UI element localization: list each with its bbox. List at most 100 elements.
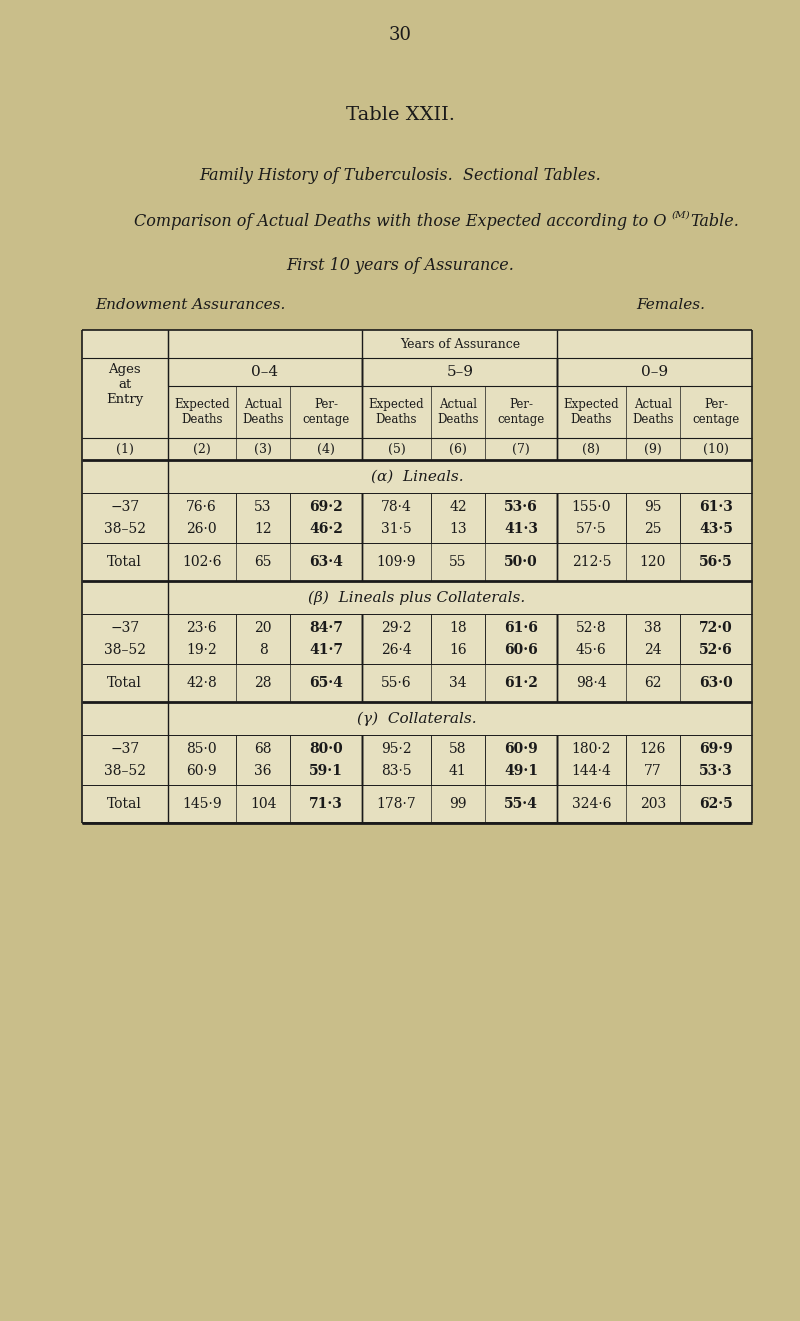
Text: 68: 68 <box>254 742 272 756</box>
Text: Total: Total <box>107 555 142 569</box>
Text: 38–52: 38–52 <box>104 643 146 657</box>
Text: 63·0: 63·0 <box>699 676 733 690</box>
Text: (7): (7) <box>512 443 530 456</box>
Text: Expected
Deaths: Expected Deaths <box>369 398 424 425</box>
Text: 78·4: 78·4 <box>381 501 412 514</box>
Text: 42: 42 <box>449 501 466 514</box>
Bar <box>82 330 752 823</box>
Text: 31·5: 31·5 <box>381 522 412 536</box>
Text: Per-
centage: Per- centage <box>302 398 350 425</box>
Text: 34: 34 <box>449 676 466 690</box>
Text: 324·6: 324·6 <box>572 797 611 811</box>
Text: 99: 99 <box>449 797 466 811</box>
Text: 80·0: 80·0 <box>310 742 343 756</box>
Text: 53·3: 53·3 <box>699 764 733 778</box>
Text: 69·9: 69·9 <box>699 742 733 756</box>
Text: 69·2: 69·2 <box>310 501 343 514</box>
Text: 49·1: 49·1 <box>504 764 538 778</box>
Text: 109·9: 109·9 <box>377 555 416 569</box>
Text: 25: 25 <box>644 522 662 536</box>
Text: 13: 13 <box>449 522 466 536</box>
Text: 19·2: 19·2 <box>186 643 217 657</box>
Text: 180·2: 180·2 <box>572 742 611 756</box>
Text: Expected
Deaths: Expected Deaths <box>563 398 619 425</box>
Text: 85·0: 85·0 <box>186 742 217 756</box>
Text: 60·9: 60·9 <box>186 764 217 778</box>
Text: (γ)  Collaterals.: (γ) Collaterals. <box>357 711 477 725</box>
Text: 104: 104 <box>250 797 276 811</box>
Text: (2): (2) <box>193 443 210 456</box>
Text: Actual
Deaths: Actual Deaths <box>632 398 674 425</box>
Text: Per-
centage: Per- centage <box>692 398 739 425</box>
Text: 60·9: 60·9 <box>504 742 538 756</box>
Text: −37: −37 <box>110 742 139 756</box>
Text: 62·5: 62·5 <box>699 797 733 811</box>
Text: 55: 55 <box>449 555 466 569</box>
Text: 55·6: 55·6 <box>382 676 412 690</box>
Text: 41: 41 <box>449 764 466 778</box>
Text: 38: 38 <box>644 621 662 635</box>
Text: Comparison of Actual Deaths with those Expected according to O: Comparison of Actual Deaths with those E… <box>134 214 666 230</box>
Text: 42·8: 42·8 <box>186 676 217 690</box>
Text: 83·5: 83·5 <box>382 764 412 778</box>
Text: (β)  Lineals plus Collaterals.: (β) Lineals plus Collaterals. <box>308 590 526 605</box>
Text: 59·1: 59·1 <box>310 764 343 778</box>
Text: Years of Assurance: Years of Assurance <box>400 337 520 350</box>
Text: (5): (5) <box>388 443 406 456</box>
Text: (1): (1) <box>116 443 134 456</box>
Text: Per-
centage: Per- centage <box>498 398 545 425</box>
Text: 26·4: 26·4 <box>381 643 412 657</box>
Text: 72·0: 72·0 <box>699 621 733 635</box>
Text: 36: 36 <box>254 764 272 778</box>
Text: 84·7: 84·7 <box>310 621 343 635</box>
Text: 8: 8 <box>258 643 267 657</box>
Text: 53·6: 53·6 <box>504 501 538 514</box>
Text: 45·6: 45·6 <box>576 643 606 657</box>
Text: (M): (M) <box>672 210 690 219</box>
Text: First 10 years of Assurance.: First 10 years of Assurance. <box>286 256 514 273</box>
Text: (3): (3) <box>254 443 272 456</box>
Text: 41·7: 41·7 <box>310 643 343 657</box>
Text: Family History of Tuberculosis.  Sectional Tables.: Family History of Tuberculosis. Sectiona… <box>199 166 601 184</box>
Text: 203: 203 <box>640 797 666 811</box>
Text: Actual
Deaths: Actual Deaths <box>242 398 284 425</box>
Text: 20: 20 <box>254 621 272 635</box>
Text: Total: Total <box>107 797 142 811</box>
Text: 29·2: 29·2 <box>382 621 412 635</box>
Text: 52·8: 52·8 <box>576 621 606 635</box>
Text: 53: 53 <box>254 501 272 514</box>
Text: 102·6: 102·6 <box>182 555 222 569</box>
Text: 12: 12 <box>254 522 272 536</box>
Text: Expected
Deaths: Expected Deaths <box>174 398 230 425</box>
Text: 144·4: 144·4 <box>571 764 611 778</box>
Text: 61·2: 61·2 <box>504 676 538 690</box>
Text: 95: 95 <box>644 501 662 514</box>
Text: 178·7: 178·7 <box>377 797 417 811</box>
Text: −37: −37 <box>110 621 139 635</box>
Text: 120: 120 <box>639 555 666 569</box>
Text: 28: 28 <box>254 676 272 690</box>
Text: 61·6: 61·6 <box>504 621 538 635</box>
Text: 65·4: 65·4 <box>310 676 343 690</box>
Text: 57·5: 57·5 <box>576 522 606 536</box>
Text: 56·5: 56·5 <box>699 555 733 569</box>
Text: 76·6: 76·6 <box>186 501 217 514</box>
Text: 60·6: 60·6 <box>504 643 538 657</box>
Text: Table XXII.: Table XXII. <box>346 106 454 124</box>
Text: 18: 18 <box>449 621 466 635</box>
Text: Endowment Assurances.: Endowment Assurances. <box>95 299 286 312</box>
Text: 98·4: 98·4 <box>576 676 606 690</box>
Text: 145·9: 145·9 <box>182 797 222 811</box>
Text: 26·0: 26·0 <box>186 522 217 536</box>
Text: 30: 30 <box>389 26 411 44</box>
Text: 46·2: 46·2 <box>310 522 343 536</box>
Text: (8): (8) <box>582 443 600 456</box>
Text: 65: 65 <box>254 555 272 569</box>
Text: (10): (10) <box>703 443 729 456</box>
Text: 61·3: 61·3 <box>699 501 733 514</box>
Text: 41·3: 41·3 <box>504 522 538 536</box>
Text: (4): (4) <box>318 443 335 456</box>
Text: 58: 58 <box>449 742 466 756</box>
Text: 43·5: 43·5 <box>699 522 733 536</box>
Text: Females.: Females. <box>636 299 705 312</box>
